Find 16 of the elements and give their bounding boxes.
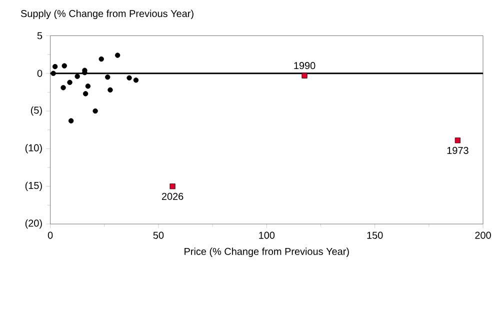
- y-tick-label: (20): [25, 219, 42, 229]
- annotation: 1973: [447, 146, 468, 154]
- y-tick-label: 5: [37, 32, 42, 40]
- y-tick-label: 0: [37, 70, 42, 77]
- x-tick-label: 100: [259, 232, 275, 239]
- x-tick-label: 200: [475, 232, 491, 239]
- x-tick-label: 50: [153, 232, 164, 239]
- y-tick-label: (5): [30, 106, 42, 116]
- annotation: 2026: [162, 192, 184, 200]
- y-tick-label: (10): [25, 144, 42, 154]
- annotation: 1990: [294, 62, 316, 70]
- y-axis-title: Supply (% Change from Previous Year): [20, 10, 194, 20]
- x-axis-title: Price (% Change from Previous Year): [184, 248, 349, 257]
- x-tick-label: 150: [367, 232, 383, 239]
- x-tick-label: 0: [48, 232, 53, 239]
- y-tick-label: (15): [25, 182, 42, 191]
